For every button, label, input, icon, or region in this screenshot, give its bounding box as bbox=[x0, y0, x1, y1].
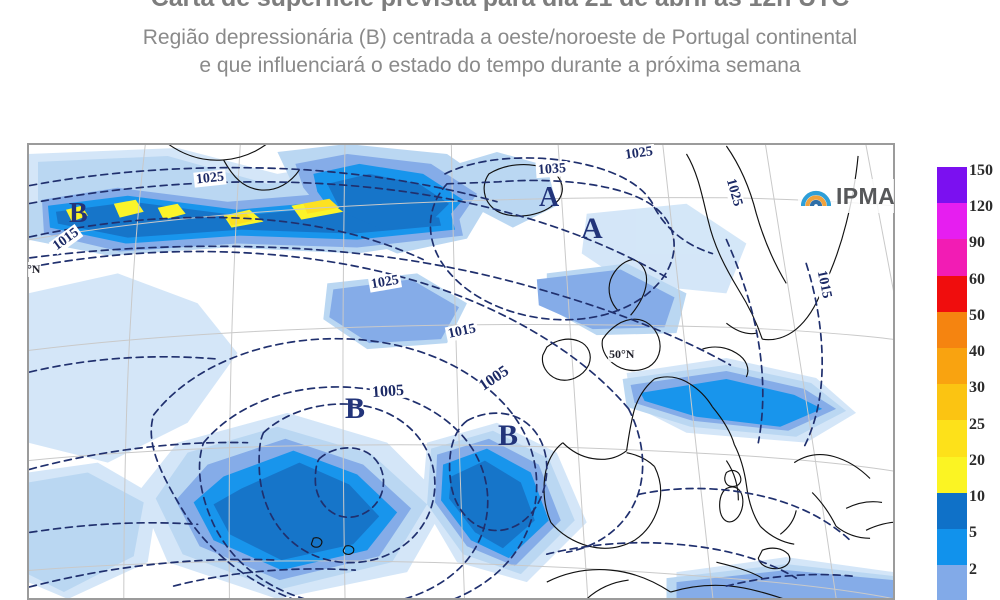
surface-pressure-map[interactable]: A A B B B 1025 1035 1025 1015 1025 1015 … bbox=[27, 143, 895, 600]
colorbar-band-10 bbox=[937, 492, 967, 529]
colorbar-band-40 bbox=[937, 347, 967, 385]
isobars bbox=[28, 157, 853, 599]
page-subtitle: Região depressionária (B) centrada a oes… bbox=[0, 24, 1000, 80]
colorbar-tick-2: 2 bbox=[969, 561, 977, 578]
colorbar-band-2 bbox=[937, 565, 967, 600]
colorbar-band-50 bbox=[937, 311, 967, 348]
ipma-logo[interactable]: IPMA bbox=[798, 179, 895, 213]
colorbar-tick-30: 30 bbox=[969, 379, 985, 396]
colorbar-band-120 bbox=[937, 203, 967, 240]
colorbar-tick-150: 150 bbox=[969, 162, 993, 179]
colorbar-tick-25: 25 bbox=[969, 416, 985, 433]
colorbar-band-60 bbox=[937, 275, 967, 312]
colorbar-band-25 bbox=[937, 420, 967, 457]
graticule bbox=[28, 144, 894, 599]
colorbar-tick-40: 40 bbox=[969, 343, 985, 360]
map-canvas bbox=[28, 144, 894, 599]
colorbar-tick-50: 50 bbox=[969, 307, 985, 324]
subtitle-line-2: e que influenciará o estado do tempo dur… bbox=[199, 54, 801, 77]
precipitation-colorbar[interactable] bbox=[937, 167, 967, 600]
page-title: Carta de superfície prevista para dia 21… bbox=[0, 0, 1000, 13]
colorbar-band-5 bbox=[937, 528, 967, 566]
rainbow-arc-icon bbox=[801, 190, 831, 207]
ipma-logo-text: IPMA bbox=[836, 182, 895, 209]
colorbar-band-30 bbox=[937, 384, 967, 421]
precipitation-shading bbox=[28, 144, 894, 599]
subtitle-line-1: Região depressionária (B) centrada a oes… bbox=[142, 26, 858, 49]
colorbar-tick-90: 90 bbox=[969, 234, 985, 251]
colorbar-band-150 bbox=[937, 167, 967, 204]
colorbar-tick-10: 10 bbox=[969, 488, 985, 505]
header: Carta de superfície prevista para dia 21… bbox=[0, 0, 1000, 92]
colorbar-tick-60: 60 bbox=[969, 271, 985, 288]
colorbar-tick-120: 120 bbox=[969, 198, 993, 215]
colorbar-tick-20: 20 bbox=[969, 452, 985, 469]
colorbar-band-90 bbox=[937, 239, 967, 276]
colorbar-tick-5: 5 bbox=[969, 524, 977, 541]
colorbar-band-20 bbox=[937, 456, 967, 493]
